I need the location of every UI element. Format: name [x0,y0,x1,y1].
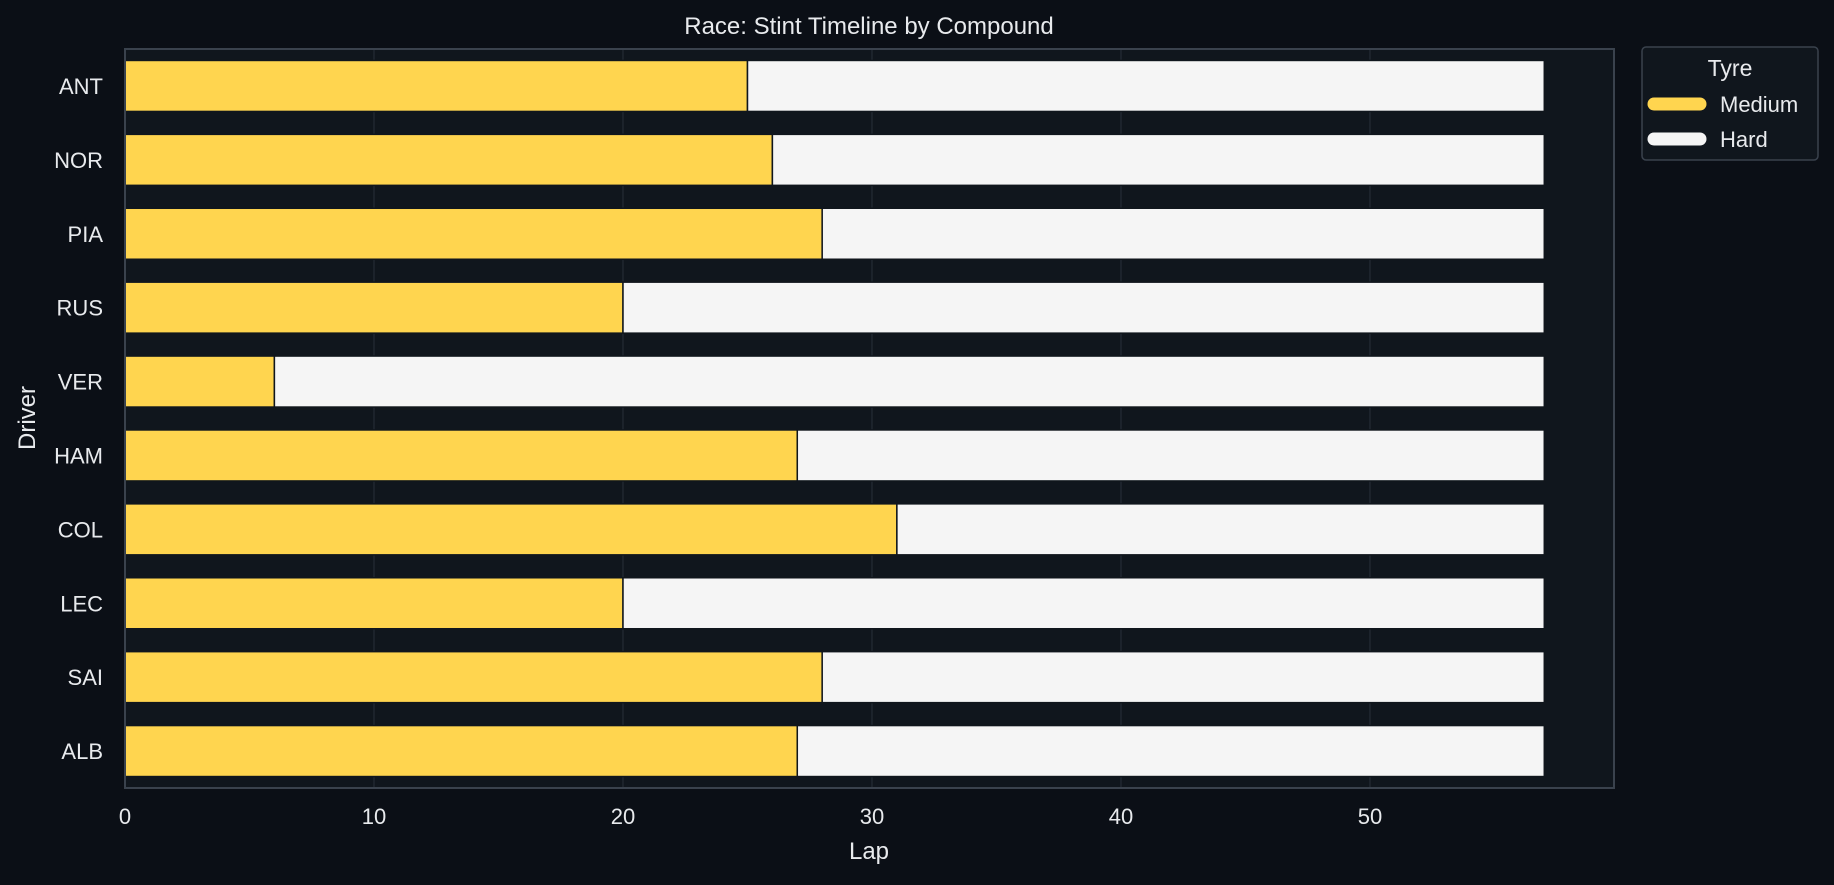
bar-hard-alb [796,724,1546,778]
y-tick-label: ALB [61,739,103,764]
y-tick-label: SAI [68,665,103,690]
bar-medium-alb [124,724,799,778]
bar-hard-nor [771,133,1546,187]
y-axis-label: Driver [14,386,41,450]
bar-hard-ver [273,355,1546,408]
x-axis-label: Lap [849,838,889,865]
bar-medium-col [124,503,898,556]
bar-hard-sai [821,650,1546,704]
bar-hard-rus [622,281,1546,334]
x-axis-ticks: 0 10 20 30 40 50 [119,804,1382,829]
x-tick-label: 30 [860,804,884,829]
y-tick-label: NOR [54,148,103,173]
bar-hard-col [896,503,1546,556]
y-tick-label: RUS [57,296,103,321]
bar-medium-ant [124,59,749,113]
y-axis-ticks: ANT NOR PIA RUS VER HAM COL LEC SAI ALB [54,74,103,764]
bar-medium-nor [124,133,774,187]
legend-box [1641,46,1819,161]
legend-label-hard: Hard [1720,127,1768,152]
bar-hard-ant [746,59,1546,113]
chart-title: Race: Stint Timeline by Compound [684,13,1054,40]
x-tick-label: 0 [119,804,131,829]
bar-medium-ham [124,429,799,482]
y-tick-label: LEC [60,591,103,616]
x-tick-label: 50 [1358,804,1382,829]
y-tick-label: PIA [68,222,104,247]
x-tick-label: 40 [1109,804,1133,829]
bar-medium-lec [124,577,624,630]
bar-medium-sai [124,650,823,704]
bars [124,59,1546,778]
y-tick-label: COL [58,517,103,542]
legend-label-medium: Medium [1720,92,1798,117]
y-tick-label: VER [58,370,103,395]
legend: Tyre Medium Hard [1641,46,1819,161]
y-tick-label: HAM [54,443,103,468]
bar-medium-rus [124,281,624,334]
bar-hard-lec [622,577,1546,630]
plot-frame [124,48,1615,789]
x-tick-label: 20 [611,804,635,829]
x-tick-label: 10 [362,804,386,829]
bar-hard-ham [796,429,1546,482]
bar-medium-pia [124,207,823,260]
legend-title: Tyre [1708,55,1753,81]
legend-items: Medium Hard [1647,92,1798,152]
bar-hard-pia [821,207,1546,260]
bar-medium-ver [124,355,276,408]
y-tick-label: ANT [59,74,103,99]
